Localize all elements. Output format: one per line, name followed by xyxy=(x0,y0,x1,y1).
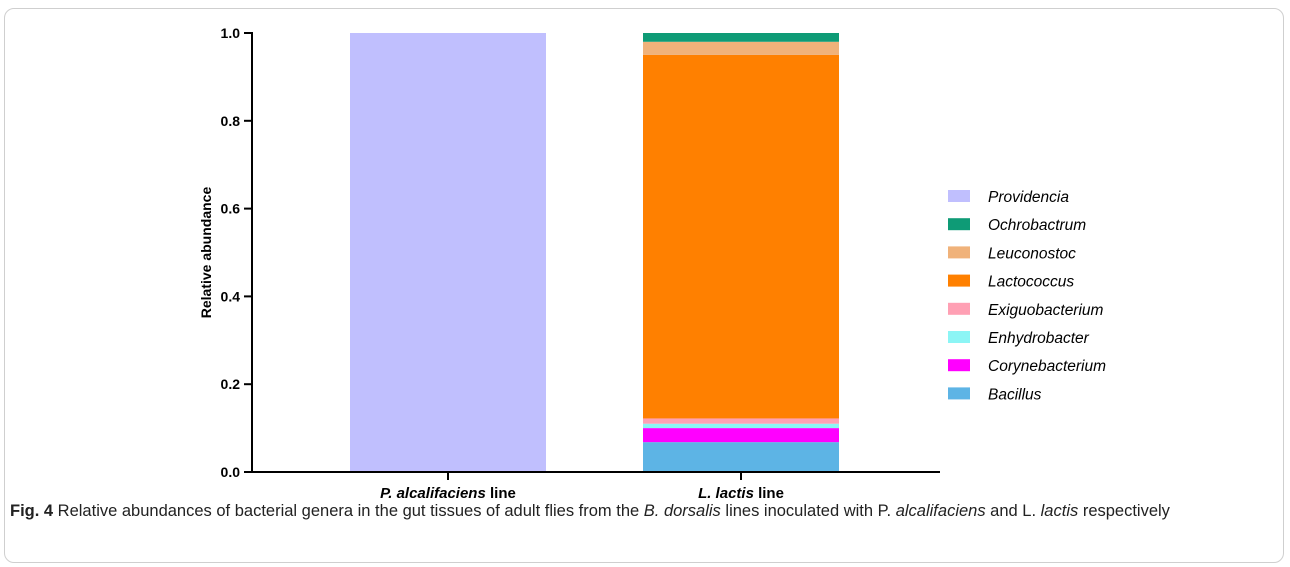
bar-segment-ochrobactrum-l-lactis xyxy=(643,33,839,42)
bar-segment-bacillus-l-lactis xyxy=(643,442,839,472)
legend-label-providencia: Providencia xyxy=(988,189,1069,206)
y-tick-label: 0.2 xyxy=(221,376,241,392)
figure-label: Fig. 4 xyxy=(10,502,54,520)
bar-segment-corynebacterium-l-lactis xyxy=(643,428,839,443)
caption-text-1: Relative abundances of bacterial genera … xyxy=(53,502,644,520)
legend-label-corynebacterium: Corynebacterium xyxy=(988,358,1106,375)
caption-text-3: and L. xyxy=(985,502,1041,520)
bar-segment-leuconostoc-l-lactis xyxy=(643,41,839,55)
legend-label-enhydrobacter: Enhydrobacter xyxy=(988,330,1090,347)
caption-species-1: B. dorsalis xyxy=(643,502,721,520)
legend-swatch-ochrobactrum xyxy=(948,218,970,231)
y-tick-label: 0.0 xyxy=(221,464,241,480)
bar-segment-providencia-p-alcalifaciens xyxy=(350,33,546,472)
figure-caption: Fig. 4 Relative abundances of bacterial … xyxy=(10,498,1270,524)
y-axis-label: Relative abundance xyxy=(198,187,214,319)
caption-species-3: lactis xyxy=(1040,502,1079,520)
legend-swatch-providencia xyxy=(948,190,970,202)
stacked-bar-chart: 0.00.20.40.60.81.0P. alcalifaciens line L… xyxy=(198,25,1106,500)
y-tick-label: 1.0 xyxy=(221,25,241,41)
bar-segment-exiguobacterium-l-lactis xyxy=(643,418,839,424)
legend-swatch-lactococcus xyxy=(948,274,970,287)
x-tick-label-l-lactis: L. lactis line xyxy=(698,485,784,500)
legend-swatch-bacillus xyxy=(948,387,970,400)
x-tick-label-suffix: line xyxy=(754,485,784,500)
caption-species-2: alcalifaciens xyxy=(895,502,986,520)
legend-label-exiguobacterium: Exiguobacterium xyxy=(988,302,1104,319)
x-tick-label-suffix: line xyxy=(486,485,516,500)
bar-segment-enhydrobacter-l-lactis xyxy=(643,423,839,429)
x-tick-label-species: P. alcalifaciens xyxy=(380,485,486,500)
legend-label-leuconostoc: Leuconostoc xyxy=(988,245,1076,262)
legend-swatch-enhydrobacter xyxy=(948,331,970,343)
legend-label-bacillus: Bacillus xyxy=(988,386,1042,403)
y-tick-label: 0.8 xyxy=(221,113,241,129)
caption-text-4: respectively xyxy=(1078,502,1170,520)
legend-swatch-exiguobacterium xyxy=(948,302,970,315)
caption-text-2: lines inoculated with P. xyxy=(720,502,896,520)
bar-segment-lactococcus-l-lactis xyxy=(643,54,839,419)
x-tick-label-p-alcalifaciens: P. alcalifaciens line xyxy=(380,485,516,500)
legend-swatch-corynebacterium xyxy=(948,359,970,372)
y-tick-label: 0.4 xyxy=(221,288,241,304)
x-tick-label-species: L. lactis xyxy=(698,485,754,500)
legend-swatch-leuconostoc xyxy=(948,246,970,259)
y-tick-label: 0.6 xyxy=(221,201,241,217)
legend-label-ochrobactrum: Ochrobactrum xyxy=(988,217,1086,234)
legend-label-lactococcus: Lactococcus xyxy=(988,274,1074,291)
